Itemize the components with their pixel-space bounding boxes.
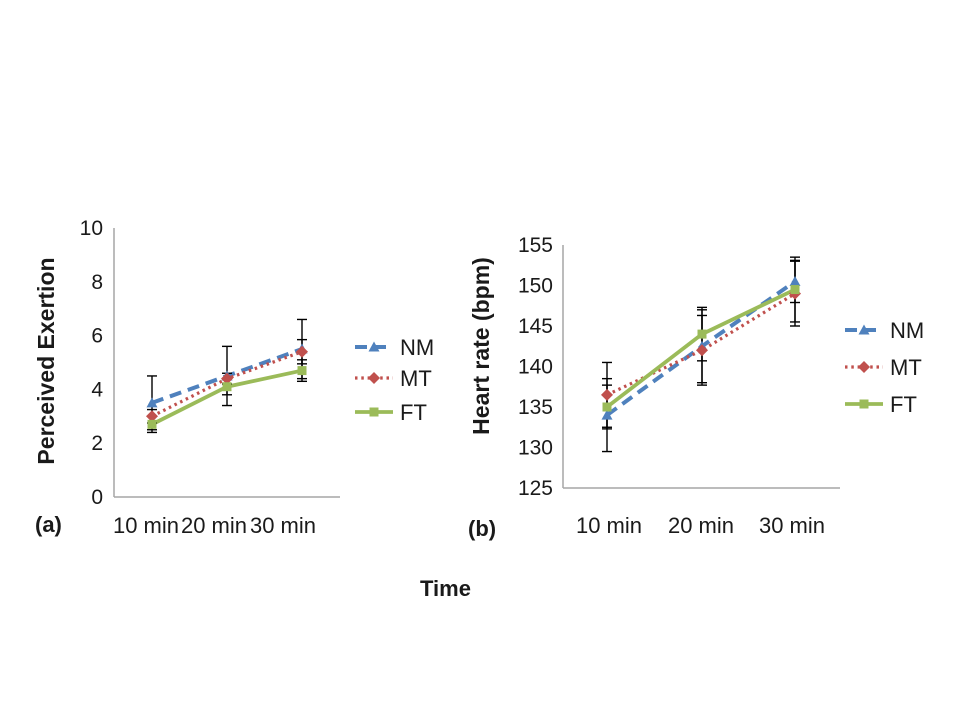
- marker-nm: [368, 341, 380, 352]
- marker-ft: [369, 407, 379, 417]
- marker-ft: [697, 329, 707, 339]
- x-tick-label: 10 min: [576, 513, 642, 538]
- x-tick-label: 20 min: [668, 513, 734, 538]
- marker-nm: [858, 324, 870, 335]
- marker-ft: [859, 399, 869, 409]
- legend-label-ft: FT: [400, 400, 427, 425]
- y-tick-label: 155: [518, 234, 553, 257]
- panel-label-b: (b): [468, 516, 497, 541]
- x-tick-label: 30 min: [250, 513, 316, 538]
- series-line-mt: [606, 292, 796, 397]
- legend-label-ft: FT: [890, 392, 917, 417]
- marker-mt: [368, 372, 380, 384]
- y-tick-label: 145: [518, 315, 553, 338]
- y-tick-label: 6: [91, 325, 103, 348]
- y-tick-label: 0: [91, 486, 103, 509]
- marker-nm: [789, 275, 801, 286]
- x-tick-label: 10 min: [113, 513, 179, 538]
- x-axis-title-time: Time: [420, 576, 471, 601]
- marker-mt: [296, 345, 308, 358]
- panel-label-a: (a): [35, 512, 62, 537]
- marker-mt: [858, 361, 870, 373]
- y-tick-label: 130: [518, 437, 553, 460]
- y-tick-label: 125: [518, 477, 553, 500]
- y-tick-label: 150: [518, 275, 553, 298]
- y-tick-label: 8: [91, 271, 103, 294]
- marker-ft: [602, 402, 612, 412]
- marker-mt: [601, 388, 613, 401]
- y-tick-label: 135: [518, 396, 553, 419]
- x-tick-label: 30 min: [759, 513, 825, 538]
- marker-ft: [297, 366, 307, 376]
- y-tick-label: 140: [518, 356, 553, 379]
- marker-nm: [146, 397, 158, 408]
- y-tick-label: 4: [91, 378, 103, 401]
- marker-mt: [696, 344, 708, 357]
- marker-mt: [221, 372, 233, 385]
- legend-label-nm: NM: [890, 318, 924, 343]
- x-tick-label: 20 min: [181, 513, 247, 538]
- y-tick-label: 10: [80, 217, 103, 240]
- marker-mt: [146, 410, 158, 423]
- marker-ft: [790, 285, 800, 295]
- legend-label-mt: MT: [400, 366, 432, 391]
- legend-label-mt: MT: [890, 355, 922, 380]
- y-tick-label: 2: [91, 432, 103, 455]
- marker-ft: [222, 382, 232, 392]
- marker-ft: [147, 419, 157, 429]
- marker-nm: [601, 409, 613, 420]
- y-axis-title-heart-rate: Heart rate (bpm): [468, 257, 494, 435]
- y-axis-title-perceived-exertion: Perceived Exertion: [33, 257, 59, 465]
- legend-label-nm: NM: [400, 335, 434, 360]
